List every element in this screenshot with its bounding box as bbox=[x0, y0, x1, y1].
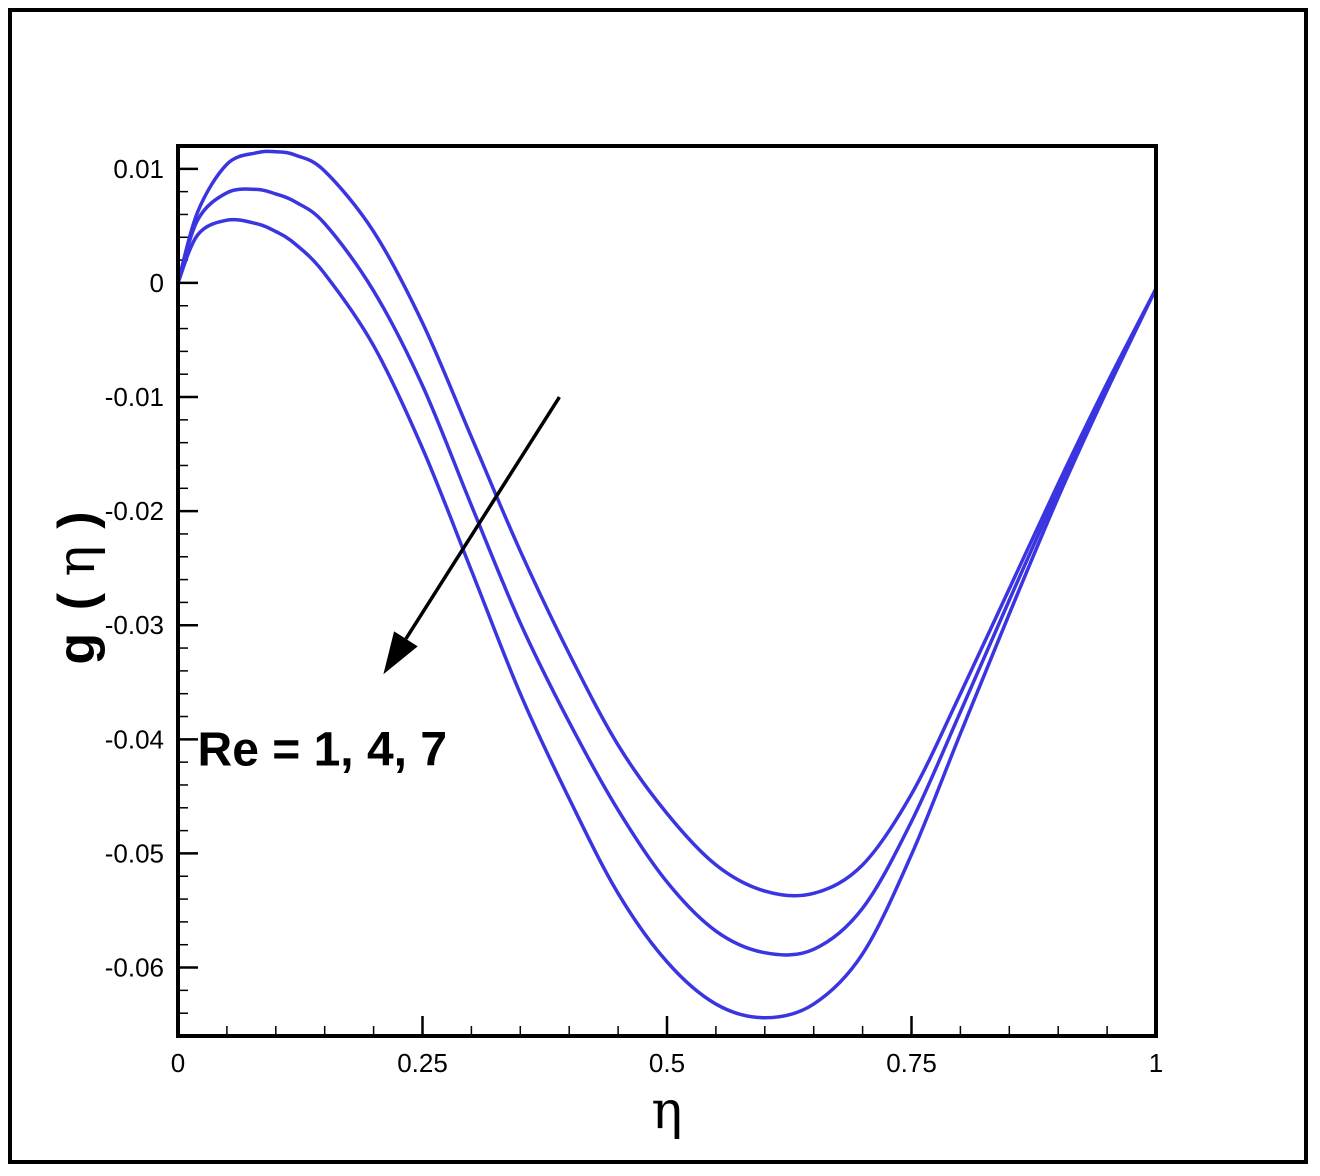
series-line-2 bbox=[176, 187, 1158, 957]
x-tick-label: 1 bbox=[1149, 1048, 1163, 1078]
annotation-arrow-head bbox=[383, 631, 418, 675]
y-tick-label: -0.05 bbox=[105, 838, 164, 868]
x-tick-labels: 0 0.25 0.5 0.75 1 bbox=[171, 1048, 1163, 1078]
x-tick-label: 0.25 bbox=[397, 1048, 448, 1078]
y-tick-label: -0.06 bbox=[105, 953, 164, 983]
annotation-arrow-line bbox=[404, 396, 561, 640]
x-tick-label: 0.5 bbox=[649, 1048, 685, 1078]
x-axis-label: η bbox=[651, 1081, 682, 1141]
x-tick-label: 0 bbox=[171, 1048, 185, 1078]
y-axis-label-paren-close: ) bbox=[48, 511, 106, 528]
plot-area-border bbox=[176, 144, 1158, 1038]
annotation-label: Re = 1, 4, 7 bbox=[198, 724, 448, 777]
y-axis-label-paren-open: ( bbox=[48, 592, 106, 610]
y-tick-label: -0.04 bbox=[105, 724, 164, 754]
y-tick-label: -0.03 bbox=[105, 610, 164, 640]
y-tick-label: -0.01 bbox=[105, 382, 164, 412]
x-tick-label: 0.75 bbox=[886, 1048, 937, 1078]
y-axis-label-main: g bbox=[48, 633, 106, 665]
y-axis-label: g ( η ) bbox=[47, 511, 107, 664]
y-axis-label-var: η bbox=[47, 545, 107, 576]
series-line-1 bbox=[176, 149, 1158, 898]
series-lines bbox=[176, 149, 1158, 1020]
figure-frame bbox=[8, 8, 1308, 1164]
y-tick-label: 0 bbox=[150, 268, 164, 298]
series-line-3 bbox=[176, 217, 1158, 1020]
y-tick-label: -0.02 bbox=[105, 496, 164, 526]
y-tick-label: 0.01 bbox=[113, 154, 164, 184]
y-axis-label-text: g ( η ) bbox=[47, 511, 107, 664]
y-tick-labels: 0.01 0 -0.01 -0.02 -0.03 -0.04 -0.05 -0.06 bbox=[105, 154, 164, 983]
annotation: Re = 1, 4, 7 bbox=[198, 396, 561, 777]
